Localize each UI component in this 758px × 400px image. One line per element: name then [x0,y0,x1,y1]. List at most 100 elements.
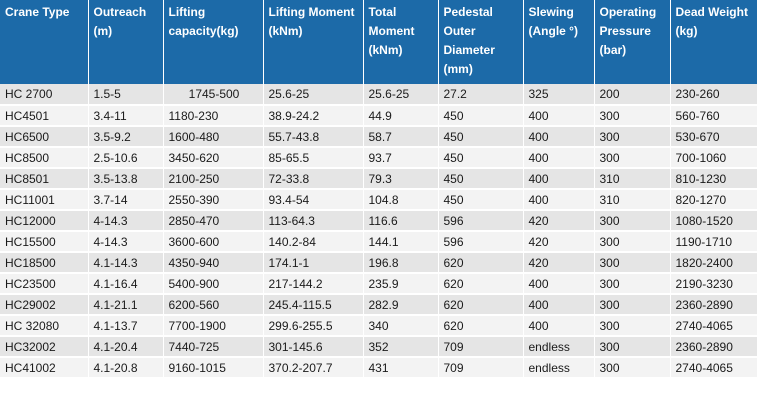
table-row: HC 32080 4.1-13.7 7700-1900 299.6-255.5 340 6… [0,315,757,337]
table-cell: 4.1-14.3 [88,252,164,274]
table-cell: 450 [438,147,524,169]
table-cell: 4.1-16.4 [88,273,164,295]
table-row: HC29002 4.1-21.1 6200-560 245.4-115.5 282.9 6… [0,294,757,316]
table-cell: 352 [363,336,439,358]
table-row: HC41002 4.1-20.8 9160-1015 370.2-207.7 431 70… [0,357,757,379]
table-cell: 2360-2890 [670,336,757,358]
table-cell: 300 [594,252,671,274]
table-cell: HC18500 [0,252,89,274]
table-cell: 93.4-54 [263,189,364,211]
table-cell: 450 [438,126,524,148]
table-cell: 140.2-84 [263,231,364,253]
header-row: Crane Type Outreach (m) Lifting capacity(k… [0,0,757,84]
table-cell: 1820-2400 [670,252,757,274]
table-cell: 2740-4065 [670,315,757,337]
table-cell: 4.1-13.7 [88,315,164,337]
column-header: Crane Type [0,0,89,84]
table-cell: 7440-725 [163,336,264,358]
table-cell: 3.4-11 [88,105,164,127]
table-cell: 596 [438,231,524,253]
table-cell: 300 [594,336,671,358]
table-cell: 300 [594,231,671,253]
table-cell: 4350-940 [163,252,264,274]
table-cell: 1190-1710 [670,231,757,253]
table-cell: 85-65.5 [263,147,364,169]
table-cell: 2740-4065 [670,357,757,379]
table-cell: 3.5-9.2 [88,126,164,148]
table-cell: 300 [594,210,671,232]
table-cell: 58.7 [363,126,439,148]
table-cell: HC6500 [0,126,89,148]
table-cell: 4.1-21.1 [88,294,164,316]
table-cell: HC4501 [0,105,89,127]
table-cell: 4.1-20.8 [88,357,164,379]
table-cell: 560-760 [670,105,757,127]
table-row: HC15500 4-14.3 3600-600 140.2-84 144.1 596 420… [0,231,757,253]
table-cell: 4-14.3 [88,210,164,232]
table-cell: HC32002 [0,336,89,358]
table-cell: 1.5-5 [88,84,164,106]
table-cell: 620 [438,252,524,274]
table-row: HC23500 4.1-16.4 5400-900 217-144.2 235.9 620… [0,273,757,295]
table-cell: 700-1060 [670,147,757,169]
table-cell: 25.6-25 [263,84,364,106]
table-cell: 400 [523,105,595,127]
table-row: HC11001 3.7-14 2550-390 93.4-54 104.8 450 400 3… [0,189,757,211]
table-cell: 420 [523,210,595,232]
table-cell: 310 [594,168,671,190]
table-cell: 1080-1520 [670,210,757,232]
table-cell: 55.7-43.8 [263,126,364,148]
table-cell: HC29002 [0,294,89,316]
table-cell: 300 [594,294,671,316]
table-cell: 709 [438,336,524,358]
table-cell: HC8500 [0,147,89,169]
table-cell: 72-33.8 [263,168,364,190]
table-cell: 810-1230 [670,168,757,190]
table-cell: 27.2 [438,84,524,106]
table-cell: 200 [594,84,671,106]
table-cell: HC 32080 [0,315,89,337]
table-cell: 620 [438,273,524,295]
table-cell: 420 [523,252,595,274]
table-cell: endless [523,357,595,379]
table-cell: 820-1270 [670,189,757,211]
table-cell: HC8501 [0,168,89,190]
table-cell: 530-670 [670,126,757,148]
table-cell: 25.6-25 [363,84,439,106]
table-cell: 400 [523,315,595,337]
table-cell: 370.2-207.7 [263,357,364,379]
table-cell: 9160-1015 [163,357,264,379]
table-cell: 7700-1900 [163,315,264,337]
table-cell: 2550-390 [163,189,264,211]
table-cell: 400 [523,294,595,316]
table-cell: 3.7-14 [88,189,164,211]
table-cell: 217-144.2 [263,273,364,295]
table-row: HC8500 2.5-10.6 3450-620 85-65.5 93.7 450 400 3… [0,147,757,169]
column-header: Slewing (Angle °) [523,0,595,84]
table-row: HC12000 4-14.3 2850-470 113-64.3 116.6 596 420… [0,210,757,232]
table-cell: 282.9 [363,294,439,316]
table-cell: HC12000 [0,210,89,232]
table-cell: 620 [438,315,524,337]
column-header: Lifting capacity(kg) [163,0,264,84]
table-cell: 400 [523,168,595,190]
table-cell: 4-14.3 [88,231,164,253]
table-cell: 420 [523,231,595,253]
table-cell: 4.1-20.4 [88,336,164,358]
table-cell: 235.9 [363,273,439,295]
column-header: Total Moment (kNm) [363,0,439,84]
table-cell: 196.8 [363,252,439,274]
table-cell: 5400-900 [163,273,264,295]
table-cell: 1600-480 [163,126,264,148]
table-cell: 1745-500 [163,84,264,106]
table-body: HC 2700 1.5-5 1745-500 25.6-25 25.6-25 27.2 32… [0,84,757,379]
table-cell: endless [523,336,595,358]
table-cell: 450 [438,189,524,211]
table-cell: HC41002 [0,357,89,379]
table-cell: 300 [594,147,671,169]
table-cell: 2360-2890 [670,294,757,316]
table-cell: HC23500 [0,273,89,295]
table-cell: 1180-230 [163,105,264,127]
table-cell: 93.7 [363,147,439,169]
table-cell: 400 [523,126,595,148]
